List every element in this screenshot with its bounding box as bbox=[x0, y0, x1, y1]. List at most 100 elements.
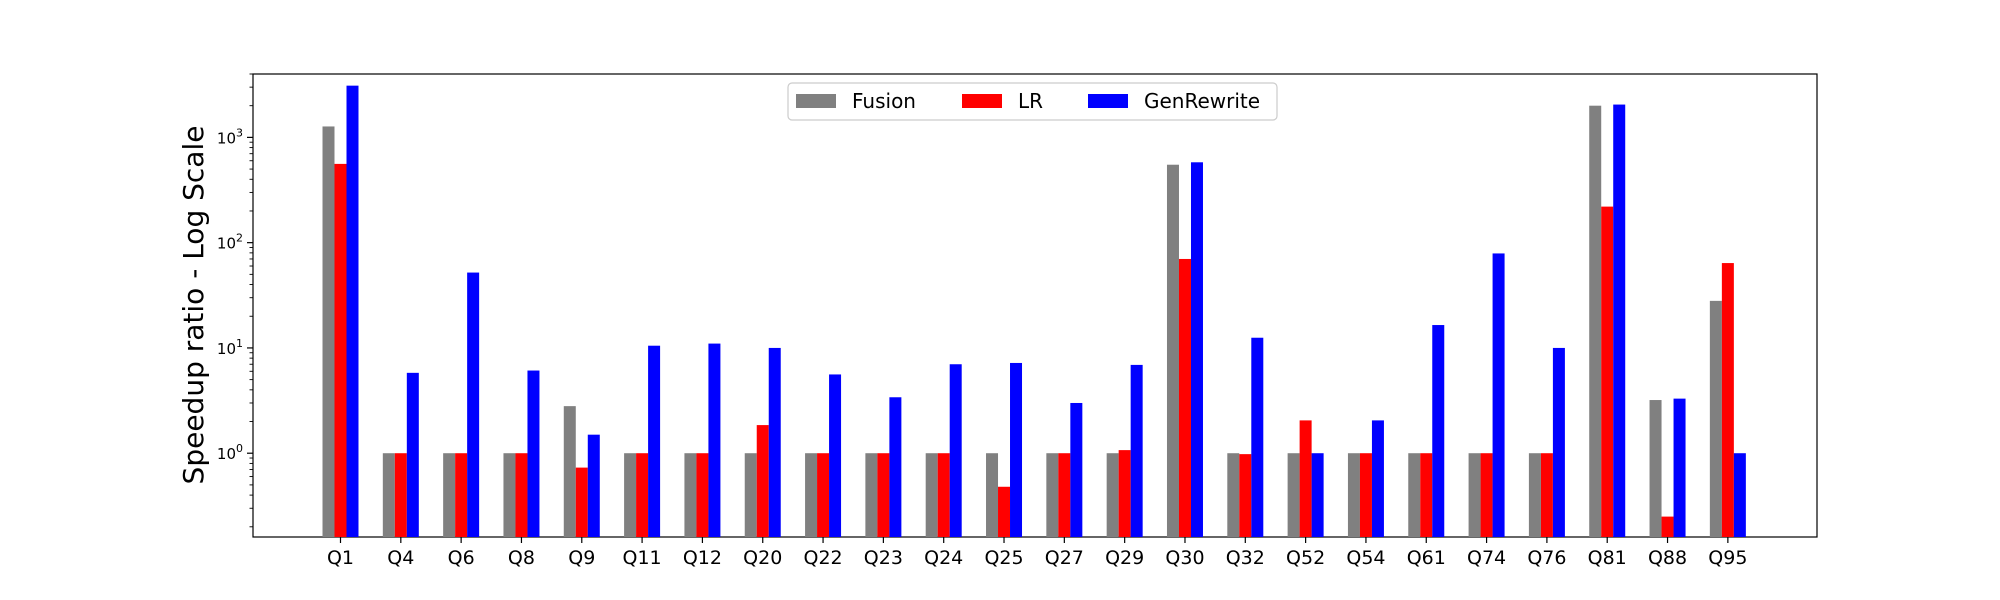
bar-lr-q81 bbox=[1601, 206, 1614, 537]
bar-fusion-q6 bbox=[443, 453, 456, 537]
x-tick-label: Q11 bbox=[623, 547, 662, 569]
bar-lr-q9 bbox=[575, 467, 588, 537]
bar-lr-q12 bbox=[696, 453, 709, 537]
bar-genrewrite-q6 bbox=[467, 272, 480, 537]
y-tick-label: 101 bbox=[217, 337, 243, 358]
bar-genrewrite-q74 bbox=[1492, 253, 1505, 537]
bar-lr-q23 bbox=[877, 453, 890, 537]
bar-fusion-q81 bbox=[1589, 105, 1602, 537]
x-tick-label: Q61 bbox=[1407, 547, 1446, 569]
bar-fusion-q4 bbox=[382, 453, 395, 537]
x-tick-label: Q24 bbox=[924, 547, 963, 569]
bar-genrewrite-q32 bbox=[1251, 337, 1264, 537]
x-tick-label: Q88 bbox=[1648, 547, 1687, 569]
x-tick-label: Q4 bbox=[387, 547, 414, 569]
bar-fusion-q23 bbox=[865, 453, 878, 537]
x-tick-label: Q25 bbox=[984, 547, 1023, 569]
bar-genrewrite-q8 bbox=[527, 370, 540, 537]
legend-label-fusion: Fusion bbox=[852, 89, 916, 113]
y-tick-label: 100 bbox=[217, 442, 243, 463]
x-tick-label: Q32 bbox=[1226, 547, 1265, 569]
bar-lr-q76 bbox=[1540, 453, 1553, 537]
bar-lr-q11 bbox=[636, 453, 649, 537]
bar-fusion-q1 bbox=[322, 126, 335, 537]
bar-lr-q20 bbox=[756, 425, 769, 537]
bar-genrewrite-q22 bbox=[829, 374, 842, 537]
x-tick-label: Q6 bbox=[448, 547, 475, 569]
bar-fusion-q95 bbox=[1709, 300, 1722, 537]
plot-area bbox=[252, 73, 1818, 538]
legend-swatch-genrewrite bbox=[1088, 94, 1128, 108]
legend-label-lr: LR bbox=[1018, 89, 1043, 113]
bar-genrewrite-q52 bbox=[1311, 453, 1324, 537]
bar-genrewrite-q29 bbox=[1130, 364, 1143, 537]
bar-genrewrite-q11 bbox=[648, 345, 661, 537]
x-tick-label: Q23 bbox=[864, 547, 903, 569]
bar-genrewrite-q25 bbox=[1010, 362, 1023, 537]
bar-lr-q27 bbox=[1058, 453, 1071, 537]
legend-swatch-fusion bbox=[796, 94, 836, 108]
bar-lr-q25 bbox=[998, 486, 1011, 537]
x-tick-label: Q52 bbox=[1286, 547, 1325, 569]
bar-genrewrite-q4 bbox=[406, 372, 419, 537]
x-tick-label: Q76 bbox=[1527, 547, 1566, 569]
bar-genrewrite-q30 bbox=[1190, 162, 1203, 537]
bar-lr-q61 bbox=[1420, 453, 1433, 537]
bar-fusion-q74 bbox=[1468, 453, 1481, 537]
bar-lr-q74 bbox=[1480, 453, 1493, 537]
bar-genrewrite-q61 bbox=[1432, 325, 1445, 537]
bar-fusion-q27 bbox=[1046, 453, 1059, 537]
x-tick-label: Q1 bbox=[327, 547, 354, 569]
bar-lr-q54 bbox=[1359, 453, 1372, 537]
x-tick-label: Q9 bbox=[568, 547, 595, 569]
bar-lr-q1 bbox=[334, 163, 347, 537]
bar-fusion-q25 bbox=[986, 453, 999, 537]
bar-genrewrite-q12 bbox=[708, 343, 721, 537]
bar-lr-q24 bbox=[937, 453, 950, 537]
bar-genrewrite-q1 bbox=[346, 85, 359, 538]
bar-fusion-q29 bbox=[1106, 453, 1119, 537]
bar-lr-q4 bbox=[394, 453, 407, 537]
bar-lr-q30 bbox=[1178, 258, 1191, 537]
x-axis-ticks: Q1 Q4 Q6 Q8 Q9 Q11 Q12 Q20 Q22 Q23 Q24 Q25 Q27 Q29 Q30… bbox=[327, 537, 1747, 569]
y-tick-label: 103 bbox=[217, 126, 243, 147]
x-tick-label: Q12 bbox=[683, 547, 722, 569]
plot-frame bbox=[252, 73, 1818, 538]
bar-fusion-q88 bbox=[1649, 400, 1662, 537]
bar-genrewrite-q95 bbox=[1733, 453, 1746, 537]
bar-fusion-q54 bbox=[1347, 453, 1360, 537]
bar-genrewrite-q54 bbox=[1371, 420, 1384, 537]
bar-genrewrite-q23 bbox=[889, 397, 902, 537]
bar-lr-q95 bbox=[1721, 263, 1734, 537]
bar-lr-q6 bbox=[455, 453, 468, 537]
bar-genrewrite-q88 bbox=[1673, 398, 1686, 537]
x-tick-label: Q27 bbox=[1045, 547, 1084, 569]
x-tick-label: Q22 bbox=[803, 547, 842, 569]
bar-lr-q29 bbox=[1118, 450, 1131, 537]
bar-lr-q32 bbox=[1239, 454, 1252, 537]
bar-fusion-q52 bbox=[1287, 453, 1300, 537]
y-axis-label: Speedup ratio - Log Scale bbox=[177, 126, 210, 485]
x-tick-label: Q95 bbox=[1708, 547, 1747, 569]
x-tick-label: Q20 bbox=[743, 547, 782, 569]
x-tick-label: Q74 bbox=[1467, 547, 1506, 569]
bar-fusion-q61 bbox=[1408, 453, 1421, 537]
bar-lr-q88 bbox=[1661, 516, 1674, 537]
bar-fusion-q11 bbox=[624, 453, 637, 537]
bar-lr-q8 bbox=[515, 453, 528, 537]
bar-fusion-q8 bbox=[503, 453, 516, 537]
bar-genrewrite-q27 bbox=[1070, 402, 1083, 537]
bar-genrewrite-q9 bbox=[587, 434, 600, 537]
bar-genrewrite-q76 bbox=[1552, 347, 1565, 537]
bar-fusion-q24 bbox=[925, 453, 938, 537]
bar-fusion-q9 bbox=[563, 406, 576, 537]
x-tick-label: Q54 bbox=[1346, 547, 1385, 569]
bar-fusion-q30 bbox=[1166, 164, 1179, 537]
bar-lr-q52 bbox=[1299, 420, 1312, 537]
x-tick-label: Q29 bbox=[1105, 547, 1144, 569]
bar-fusion-q32 bbox=[1227, 453, 1240, 537]
bar-fusion-q22 bbox=[805, 453, 818, 537]
x-tick-label: Q8 bbox=[508, 547, 535, 569]
